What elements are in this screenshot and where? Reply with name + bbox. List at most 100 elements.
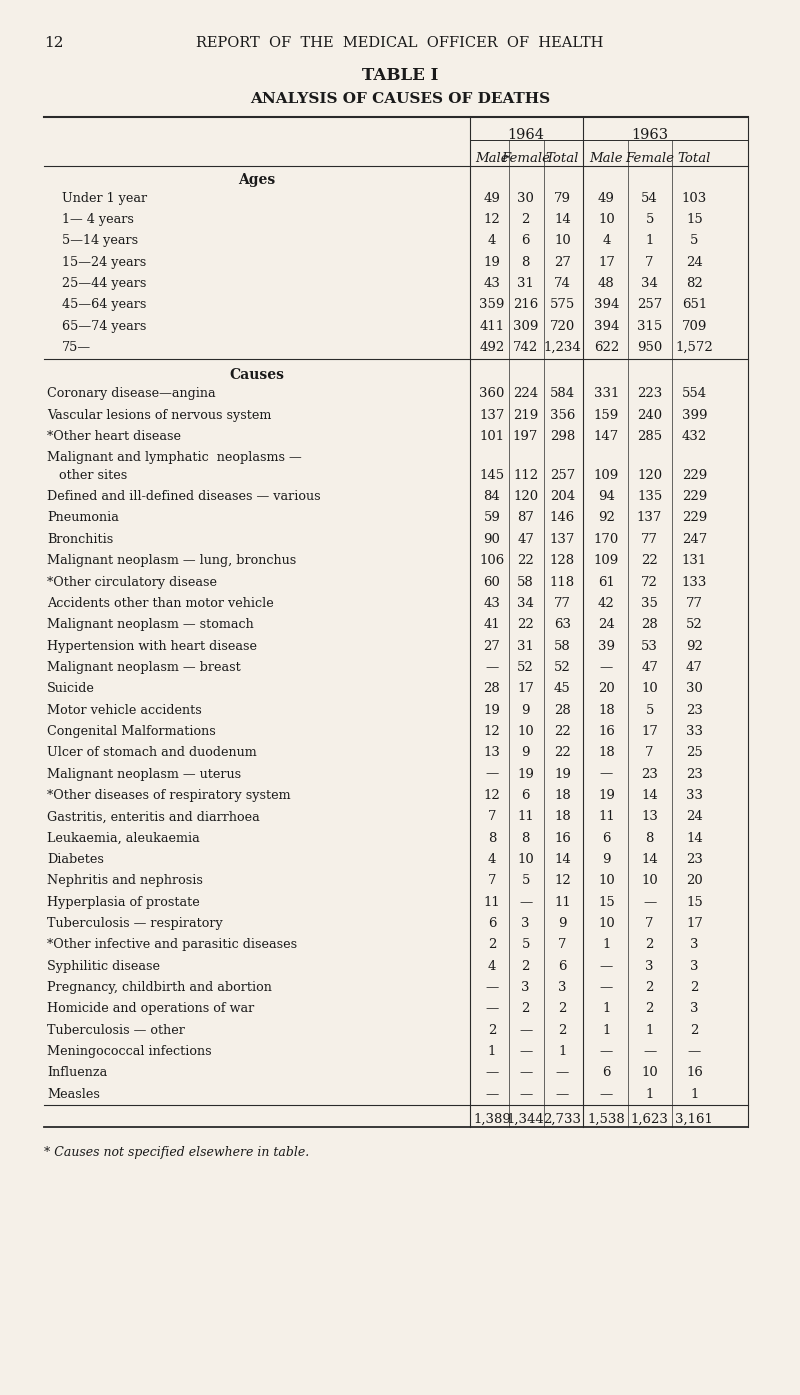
Text: 170: 170: [594, 533, 619, 545]
Text: 5—14 years: 5—14 years: [62, 234, 138, 247]
Text: 5: 5: [522, 875, 530, 887]
Text: 45: 45: [554, 682, 570, 695]
Text: 10: 10: [598, 213, 614, 226]
Text: Diabetes: Diabetes: [47, 852, 104, 866]
Text: 24: 24: [686, 255, 702, 269]
Text: 34: 34: [517, 597, 534, 610]
Text: ANALYSIS OF CAUSES OF DEATHS: ANALYSIS OF CAUSES OF DEATHS: [250, 92, 550, 106]
Text: 11: 11: [554, 896, 570, 908]
Text: 41: 41: [484, 618, 500, 631]
Text: 1,572: 1,572: [675, 342, 714, 354]
Text: 43: 43: [483, 597, 501, 610]
Text: 135: 135: [637, 490, 662, 504]
Text: 52: 52: [686, 618, 702, 631]
Text: 7: 7: [488, 810, 496, 823]
Text: 2: 2: [522, 213, 530, 226]
Text: 48: 48: [598, 278, 614, 290]
Text: 22: 22: [554, 725, 570, 738]
Text: 47: 47: [686, 661, 703, 674]
Text: 118: 118: [550, 576, 575, 589]
Text: 411: 411: [479, 319, 505, 333]
Text: 584: 584: [550, 388, 575, 400]
Text: 6: 6: [558, 960, 566, 972]
Text: * Causes not specified elsewhere in table.: * Causes not specified elsewhere in tabl…: [44, 1147, 310, 1159]
Text: 240: 240: [637, 409, 662, 421]
Text: 27: 27: [554, 255, 571, 269]
Text: —: —: [600, 661, 613, 674]
Text: 25—44 years: 25—44 years: [62, 278, 146, 290]
Text: 106: 106: [479, 554, 505, 568]
Text: 19: 19: [483, 703, 501, 717]
Text: 27: 27: [483, 639, 501, 653]
Text: 77: 77: [554, 597, 571, 610]
Text: 92: 92: [598, 512, 615, 525]
Text: —: —: [519, 1088, 532, 1101]
Text: 145: 145: [479, 469, 505, 481]
Text: 84: 84: [484, 490, 500, 504]
Text: 4: 4: [602, 234, 610, 247]
Text: 14: 14: [554, 213, 570, 226]
Text: 3,161: 3,161: [675, 1113, 714, 1126]
Text: 5: 5: [522, 939, 530, 951]
Text: 10: 10: [642, 682, 658, 695]
Text: 229: 229: [682, 490, 707, 504]
Text: 18: 18: [598, 746, 614, 759]
Text: —: —: [486, 1088, 498, 1101]
Text: 1: 1: [646, 1024, 654, 1036]
Text: 1,389: 1,389: [473, 1113, 511, 1126]
Text: 25: 25: [686, 746, 702, 759]
Text: 315: 315: [637, 319, 662, 333]
Text: 359: 359: [479, 299, 505, 311]
Text: 137: 137: [479, 409, 505, 421]
Text: 1: 1: [646, 1088, 654, 1101]
Text: 19: 19: [483, 255, 501, 269]
Text: 720: 720: [550, 319, 575, 333]
Text: Ulcer of stomach and duodenum: Ulcer of stomach and duodenum: [47, 746, 257, 759]
Text: Female: Female: [625, 152, 674, 165]
Text: 24: 24: [686, 810, 702, 823]
Text: 14: 14: [642, 852, 658, 866]
Text: 109: 109: [594, 469, 619, 481]
Text: 52: 52: [518, 661, 534, 674]
Text: 94: 94: [598, 490, 615, 504]
Text: 112: 112: [513, 469, 538, 481]
Text: 61: 61: [598, 576, 615, 589]
Text: 22: 22: [518, 618, 534, 631]
Text: Pneumonia: Pneumonia: [47, 512, 119, 525]
Text: 20: 20: [598, 682, 614, 695]
Text: 2: 2: [690, 981, 698, 995]
Text: Total: Total: [546, 152, 579, 165]
Text: Malignant neoplasm — stomach: Malignant neoplasm — stomach: [47, 618, 254, 631]
Text: 23: 23: [641, 767, 658, 781]
Text: 11: 11: [518, 810, 534, 823]
Text: 9: 9: [522, 746, 530, 759]
Text: 4: 4: [488, 234, 496, 247]
Text: 79: 79: [554, 191, 571, 205]
Text: 11: 11: [484, 896, 500, 908]
Text: 331: 331: [594, 388, 619, 400]
Text: 17: 17: [686, 917, 703, 930]
Text: 31: 31: [517, 278, 534, 290]
Text: 23: 23: [686, 767, 703, 781]
Text: Malignant and lymphatic  neoplasms —: Malignant and lymphatic neoplasms —: [47, 452, 302, 465]
Text: 229: 229: [682, 469, 707, 481]
Text: 3: 3: [690, 960, 698, 972]
Text: 54: 54: [642, 191, 658, 205]
Text: 137: 137: [637, 512, 662, 525]
Text: 1,623: 1,623: [630, 1113, 669, 1126]
Text: 23: 23: [686, 703, 703, 717]
Text: 2: 2: [646, 939, 654, 951]
Text: 950: 950: [637, 342, 662, 354]
Text: 1,234: 1,234: [543, 342, 582, 354]
Text: 1: 1: [690, 1088, 698, 1101]
Text: 103: 103: [682, 191, 707, 205]
Text: 2: 2: [488, 1024, 496, 1036]
Text: 709: 709: [682, 319, 707, 333]
Text: Accidents other than motor vehicle: Accidents other than motor vehicle: [47, 597, 274, 610]
Text: 6: 6: [602, 831, 610, 844]
Text: 10: 10: [518, 852, 534, 866]
Text: 575: 575: [550, 299, 575, 311]
Text: 120: 120: [513, 490, 538, 504]
Text: 399: 399: [682, 409, 707, 421]
Text: 33: 33: [686, 790, 703, 802]
